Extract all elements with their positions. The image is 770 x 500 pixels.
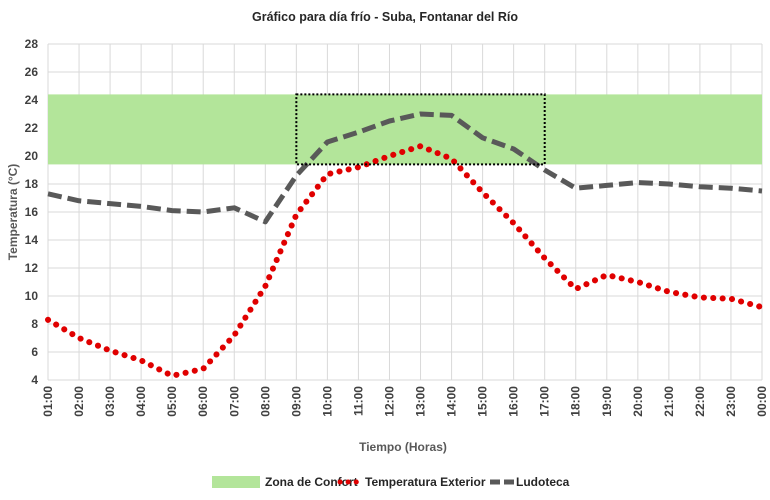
legend-label-comfort-zone: Zona de Confort <box>265 475 358 489</box>
highlight-box-layer <box>295 93 546 166</box>
y-tick-label: 24 <box>25 93 39 107</box>
legend: Zona de Confort Temperatura Exterior Lud… <box>212 475 570 489</box>
y-tick-label: 8 <box>31 317 38 331</box>
x-tick-label: 01:00 <box>41 386 55 417</box>
x-tick-label: 21:00 <box>662 386 676 417</box>
legend-label-temperatura-exterior: Temperatura Exterior <box>365 475 486 489</box>
x-tick-label: 11:00 <box>351 386 365 416</box>
y-tick-label: 6 <box>31 345 38 359</box>
x-tick-label: 13:00 <box>414 386 428 417</box>
x-axis-ticks: 01:00 02:00 03:00 04:00 05:00 06:00 07:00 08:00… <box>41 386 769 417</box>
highlight-box <box>295 93 546 166</box>
series-layer <box>45 111 765 379</box>
y-tick-label: 4 <box>31 373 38 387</box>
x-tick-label: 12:00 <box>382 386 396 417</box>
y-axis-ticks: 4 6 8 10 12 14 16 18 20 22 24 26 28 <box>25 37 39 387</box>
x-tick-label: 15:00 <box>476 386 490 417</box>
x-tick-label: 03:00 <box>103 386 117 417</box>
x-tick-label: 14:00 <box>445 386 459 417</box>
x-tick-label: 19:00 <box>600 386 614 417</box>
x-tick-label: 05:00 <box>165 386 179 417</box>
x-tick-label: 00:00 <box>755 386 769 417</box>
x-axis-label: Tiempo (Horas) <box>359 440 447 454</box>
y-tick-label: 12 <box>25 261 39 275</box>
legend-swatch-comfort-zone <box>212 476 260 488</box>
x-tick-label: 23:00 <box>724 386 738 417</box>
y-tick-label: 14 <box>25 233 39 247</box>
x-tick-label: 10:00 <box>320 386 334 417</box>
y-axis-label: Temperatura (°C) <box>6 164 20 261</box>
x-tick-label: 22:00 <box>693 386 707 417</box>
y-tick-label: 16 <box>25 205 39 219</box>
x-tick-label: 04:00 <box>134 386 148 417</box>
x-tick-label: 06:00 <box>196 386 210 417</box>
x-tick-label: 02:00 <box>72 386 86 417</box>
y-tick-label: 18 <box>25 177 39 191</box>
y-tick-label: 28 <box>25 37 39 51</box>
comfort-zone-band <box>48 94 762 165</box>
comfort-zone-rect <box>48 94 762 165</box>
y-tick-label: 10 <box>25 289 39 303</box>
x-tick-label: 07:00 <box>227 386 241 417</box>
y-tick-label: 22 <box>25 121 39 135</box>
y-tick-label: 20 <box>25 149 39 163</box>
x-tick-label: 20:00 <box>631 386 645 417</box>
x-tick-label: 08:00 <box>258 386 272 417</box>
x-tick-label: 18:00 <box>569 386 583 417</box>
legend-label-ludoteca: Ludoteca <box>516 475 570 489</box>
y-tick-label: 26 <box>25 65 39 79</box>
x-tick-label: 17:00 <box>538 386 552 417</box>
x-tick-label: 16:00 <box>507 386 521 417</box>
series-line-temperatura-exterior <box>45 143 765 379</box>
chart-title: Gráfico para día frío - Suba, Fontanar d… <box>252 10 518 24</box>
series-line-ludoteca <box>47 111 763 225</box>
x-tick-label: 09:00 <box>289 386 303 417</box>
